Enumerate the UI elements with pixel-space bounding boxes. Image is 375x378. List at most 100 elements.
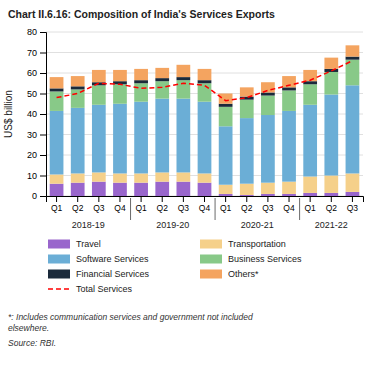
y-tick-label: 0 [32,191,37,201]
bar [50,91,64,110]
bar [198,102,212,174]
bar [50,184,64,196]
bar [346,173,360,191]
x-tick: Q1 [51,196,63,213]
bar [50,111,64,175]
x-tick: Q2 [72,196,84,213]
line [57,61,353,101]
x-tick: Q1 [220,196,232,213]
bar [324,72,338,95]
y-tick: 60 [27,68,46,78]
x-tick-mark [225,196,226,202]
x-tick-label: Q1 [51,203,63,213]
bar [176,77,190,80]
bar [134,83,148,101]
bar [261,194,275,196]
legend-swatch [48,240,70,249]
x-tick-mark [352,196,353,202]
bar [155,172,169,181]
bar [324,95,338,176]
bar [134,69,148,80]
bar [346,57,360,60]
y-tick-label: 10 [27,171,37,181]
y-tick-mark [40,32,46,33]
x-tick: Q4 [283,196,295,213]
x-tick: Q4 [114,196,126,213]
y-tick: 10 [27,171,46,181]
y-tick-label: 80 [27,27,37,37]
x-tick-label: Q3 [262,203,274,213]
y-tick-label: 40 [27,109,37,119]
category-groups: 2018-192019-202020-212021-22 [72,198,348,230]
legend-item: Transportation [200,239,286,249]
bar [219,94,233,104]
legend-item: Business Services [200,254,302,264]
y-tick-mark [40,196,46,197]
bar [261,92,275,95]
bar [176,99,190,173]
grid [46,32,363,196]
bar [303,84,317,105]
y-tick: 50 [27,89,46,99]
y-tick-label: 50 [27,89,37,99]
bar [219,126,233,184]
bar [219,194,233,196]
x-axis-line [47,197,364,203]
bar [92,172,106,181]
category-group-label: 2019-20 [156,220,189,230]
bar [176,172,190,181]
bar-series [50,45,360,103]
bar [113,104,127,174]
y-tick-mark [40,114,46,115]
legend-swatch [200,240,222,249]
x-tick-label: Q4 [114,203,126,213]
legend-swatch [48,288,70,290]
legend-swatch [48,270,70,279]
bar [240,195,254,196]
category-group-label: 2021-22 [315,220,348,230]
legend-label: Software Services [76,254,149,264]
legend-item: Travel [48,239,101,249]
x-tick-label: Q2 [157,203,169,213]
chart: Chart II.6.16: Composition of India's Se… [0,0,375,378]
category-group-label: 2020-21 [241,220,274,230]
bar [71,183,85,196]
x-tick-mark [162,196,163,202]
x-tick: Q3 [262,196,274,213]
bar [198,69,212,80]
y-tick: 0 [32,191,46,201]
x-tick-mark [246,196,247,202]
x-tick: Q2 [157,196,169,213]
bar [113,84,127,103]
x-tick-mark [77,196,78,202]
bar [71,108,85,174]
grid-line [46,52,363,53]
bar [324,193,338,196]
bar [155,182,169,196]
legend-label: Total Services [76,284,133,294]
bar [134,183,148,196]
y-tick-mark [40,73,46,74]
bar [261,82,275,92]
bar [303,177,317,193]
bar [219,185,233,194]
footnote: *: Includes communication services and g… [8,312,253,333]
bar [176,182,190,196]
bar [240,184,254,195]
footnote: Source: RBI. [8,338,56,348]
x-tick-mark [141,196,142,202]
y-axis-title: US$ billion [3,90,14,138]
bar [134,173,148,182]
legend-label: Others* [228,269,259,279]
y-tick-label: 60 [27,68,37,78]
bar [261,96,275,115]
grid-line [46,32,363,33]
bar [50,88,64,91]
bar [113,173,127,182]
x-tick: Q3 [347,196,359,213]
x-tick-mark [267,196,268,202]
legend-label: Business Services [228,254,302,264]
bar [92,85,106,104]
x-tick: Q2 [241,196,253,213]
legend-label: Transportation [228,239,286,249]
